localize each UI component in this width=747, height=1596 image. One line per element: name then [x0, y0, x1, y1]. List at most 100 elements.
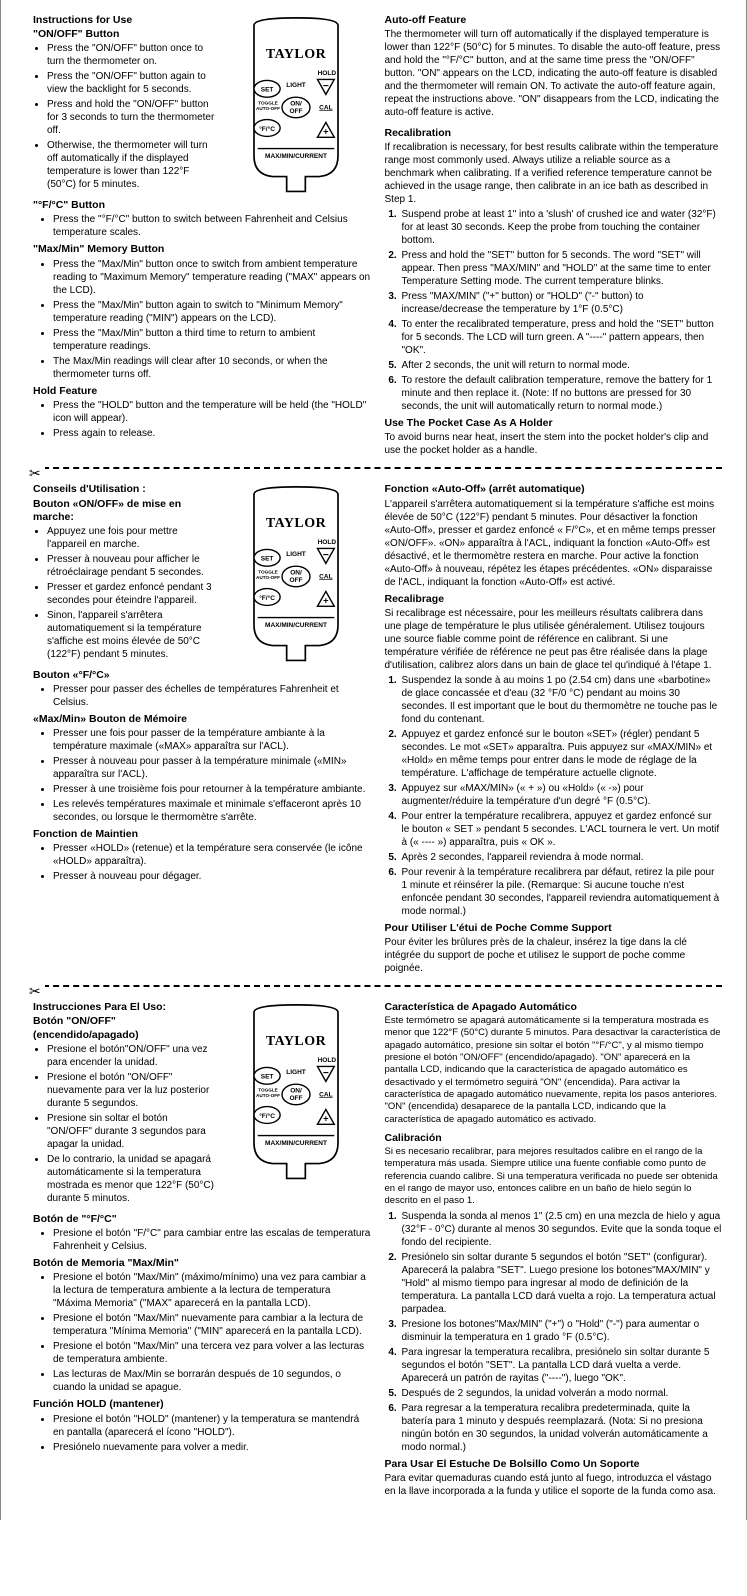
list-item: Presser à nouveau pour passer à la tempé… — [53, 755, 371, 781]
svg-text:TOGGLE: TOGGLE — [258, 570, 278, 575]
list-item: Press the "Max/Min" button a third time … — [53, 327, 371, 353]
svg-text:+: + — [323, 596, 329, 606]
list-item: Presser à nouveau pour afficher le rétro… — [47, 553, 215, 579]
es-fc-heading: Botón de "°F/°C" — [33, 1213, 371, 1226]
list-item: The Max/Min readings will clear after 10… — [53, 355, 371, 381]
list-item: Presiónelo sin soltar durante 5 segundos… — [400, 1251, 723, 1316]
list-item: Presiónelo nuevamente para volver a medi… — [53, 1441, 371, 1454]
thermometer-diagram: TAYLOR HOLD SET LIGHT − ON/ OFF TOGGLE A… — [226, 1003, 366, 1180]
svg-text:LIGHT: LIGHT — [286, 82, 306, 89]
en-title: Instructions for Use — [33, 14, 215, 27]
diagram-fr: TAYLOR HOLD SET LIGHT − ON/ OFF TOGGLE A… — [221, 479, 371, 664]
scissor-icon: ✂ — [29, 465, 45, 481]
list-item: Press the "°F/°C" button to switch betwe… — [53, 213, 371, 239]
list-item: De lo contrario, la unidad se apagará au… — [47, 1153, 215, 1205]
list-item: Press again to release. — [53, 427, 371, 440]
fr-mm-list: Presser une fois pour passer de la tempé… — [33, 727, 371, 824]
en-mm-heading: "Max/Min" Memory Button — [33, 243, 371, 256]
es-onoff-heading1: Botón "ON/OFF" — [33, 1015, 215, 1028]
es-pocket-heading: Para Usar El Estuche De Bolsillo Como Un… — [385, 1458, 723, 1471]
list-item: Press "MAX/MIN" ("+" button) or "HOLD" (… — [400, 290, 723, 316]
list-item: Après 2 secondes, l'appareil reviendra à… — [400, 851, 723, 864]
es-onoff-list: Presione el botón"ON/OFF" una vez para e… — [33, 1043, 215, 1205]
en-pocket-heading: Use The Pocket Case As A Holder — [385, 417, 723, 430]
list-item: Suspenda la sonda al menos 1" (2.5 cm) e… — [400, 1210, 723, 1249]
fr-title: Conseils d'Utilisation : — [33, 483, 215, 496]
en-recal-text: If recalibration is necessary, for best … — [385, 141, 723, 206]
list-item: Presser à une troisième fois pour retour… — [53, 783, 371, 796]
list-item: Pour entrer la température recalibrera, … — [400, 810, 723, 849]
list-item: Pour revenir à la température recalibrer… — [400, 866, 723, 918]
svg-text:−: − — [322, 81, 328, 92]
list-item: Presser une fois pour passer de la tempé… — [53, 727, 371, 753]
list-item: Presione el botón "Max/Min" una tercera … — [53, 1340, 371, 1366]
svg-text:ON/: ON/ — [290, 101, 302, 108]
svg-text:°F/°C: °F/°C — [259, 125, 275, 133]
list-item: Presione los botones"Max/MIN" ("+") o "H… — [400, 1318, 723, 1344]
svg-text:°F/°C: °F/°C — [259, 594, 275, 602]
svg-text:LIGHT: LIGHT — [286, 551, 306, 558]
list-item: Después de 2 segundos, la unidad volverá… — [400, 1387, 723, 1400]
svg-text:HOLD: HOLD — [317, 1057, 336, 1064]
fr-recal-list: Suspendez la sonde à au moins 1 po (2.54… — [385, 674, 723, 918]
en-mm-list: Press the "Max/Min" button once to switc… — [33, 258, 371, 381]
list-item: Press the "HOLD" button and the temperat… — [53, 399, 371, 425]
fr-auto-heading: Fonction «Auto-Off» (arrêt automatique) — [385, 483, 723, 496]
list-item: Presione sin soltar el botón "ON/OFF" du… — [47, 1112, 215, 1151]
list-item: Para regresar a la temperatura recalibra… — [400, 1402, 723, 1454]
fr-onoff-heading: Bouton «ON/OFF» de mise en marche: — [33, 498, 215, 524]
svg-text:−: − — [322, 550, 328, 561]
svg-text:ON/: ON/ — [290, 1087, 302, 1094]
svg-text:°F/°C: °F/°C — [259, 1112, 275, 1120]
svg-text:OFF: OFF — [289, 1095, 302, 1102]
list-item: Suspendez la sonde à au moins 1 po (2.54… — [400, 674, 723, 726]
svg-text:ON/: ON/ — [290, 570, 302, 577]
separator — [33, 467, 722, 469]
en-hold-list: Press the "HOLD" button and the temperat… — [33, 399, 371, 440]
en-auto-heading: Auto-off Feature — [385, 14, 723, 27]
fr-recal-text: Si recalibrage est nécessaire, pour les … — [385, 607, 723, 672]
list-item: After 2 seconds, the unit will return to… — [400, 359, 723, 372]
es-hold-heading: Función HOLD (mantener) — [33, 1398, 371, 1411]
fr-pocket-text: Pour éviter les brûlures près de la chal… — [385, 936, 723, 975]
svg-text:AUTO-OFF: AUTO-OFF — [256, 1093, 280, 1098]
scissor-icon: ✂ — [29, 983, 45, 999]
es-pocket-text: Para evitar quemaduras cuando está junto… — [385, 1472, 723, 1498]
svg-text:TAYLOR: TAYLOR — [265, 47, 326, 62]
svg-text:SET: SET — [260, 1073, 273, 1080]
svg-text:TAYLOR: TAYLOR — [265, 1034, 326, 1049]
en-left-col: Instructions for Use "ON/OFF" Button Pre… — [33, 10, 371, 459]
list-item: Suspend probe at least 1" into a 'slush'… — [400, 208, 723, 247]
es-title: Instrucciones Para El Uso: — [33, 1001, 215, 1014]
es-fc-list: Presione el botón "F/°C" para cambiar en… — [33, 1227, 371, 1253]
es-mm-list: Presione el botón "Max/Min" (máximo/míni… — [33, 1271, 371, 1394]
svg-text:+: + — [323, 127, 329, 137]
en-pocket-text: To avoid burns near heat, insert the ste… — [385, 431, 723, 457]
list-item: Press the "Max/Min" button again to swit… — [53, 299, 371, 325]
list-item: Press the "ON/OFF" button again to view … — [47, 70, 215, 96]
svg-text:+: + — [323, 1113, 329, 1123]
fr-left-col: Conseils d'Utilisation : Bouton «ON/OFF»… — [33, 479, 371, 976]
svg-text:CAL: CAL — [319, 1091, 332, 1098]
es-recal-list: Suspenda la sonda al menos 1" (2.5 cm) e… — [385, 1210, 723, 1454]
list-item: Presser pour passer des échelles de temp… — [53, 683, 371, 709]
diagram-en: TAYLOR HOLD SET LIGHT − ON/ OFF TOGGLE A… — [221, 10, 371, 195]
en-fc-heading: "°F/°C" Button — [33, 199, 371, 212]
list-item: Appuyez une fois pour mettre l'appareil … — [47, 525, 215, 551]
svg-text:TOGGLE: TOGGLE — [258, 101, 278, 106]
es-mm-heading: Botón de Memoria "Max/Min" — [33, 1257, 371, 1270]
list-item: Sinon, l'appareil s'arrêtera automatique… — [47, 609, 215, 661]
fr-onoff-list: Appuyez une fois pour mettre l'appareil … — [33, 525, 215, 661]
list-item: Las lecturas de Max/Min se borrarán desp… — [53, 1368, 371, 1394]
svg-text:TAYLOR: TAYLOR — [265, 516, 326, 531]
spanish-section: Instrucciones Para El Uso: Botón "ON/OFF… — [33, 997, 722, 1500]
svg-text:MAX/MIN/CURRENT: MAX/MIN/CURRENT — [265, 622, 327, 629]
svg-text:−: − — [322, 1068, 328, 1079]
list-item: Otherwise, the thermometer will turn off… — [47, 139, 215, 191]
fr-recal-heading: Recalibrage — [385, 593, 723, 606]
list-item: Presser à nouveau pour dégager. — [53, 870, 371, 883]
fr-auto-text: L'appareil s'arrêtera automatiquement si… — [385, 498, 723, 589]
es-hold-list: Presione el botón "HOLD" (mantener) y la… — [33, 1413, 371, 1454]
separator — [33, 985, 722, 987]
list-item: Press the "ON/OFF" button once to turn t… — [47, 42, 215, 68]
